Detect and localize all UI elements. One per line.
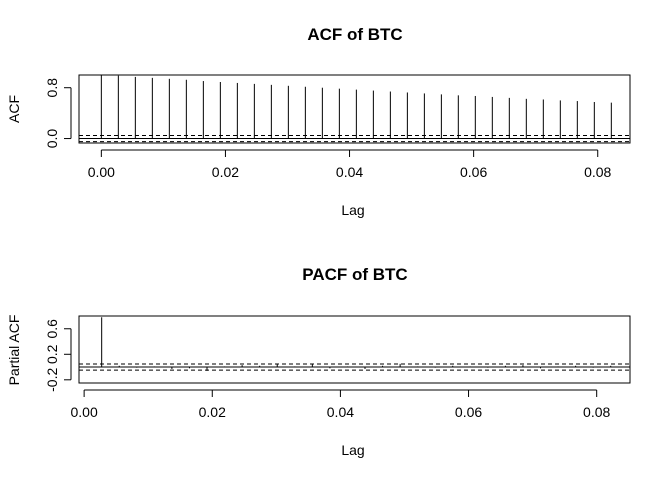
pacf-y-tick-label: 0.6 <box>44 319 60 339</box>
acf-y-tick-label: 0.8 <box>44 78 60 98</box>
pacf-x-tick-label: 0.04 <box>327 404 354 420</box>
acf-x-tick-label: 0.08 <box>584 164 611 180</box>
acf-x-tick-label: 0.06 <box>460 164 487 180</box>
pacf-panel: PACF of BTC Lag Partial ACF 0.00 0.02 0.04… <box>6 265 631 458</box>
pacf-y-tick-label: -0.2 <box>44 368 60 392</box>
acf-x-tick-label: 0.04 <box>336 164 363 180</box>
acf-x-tick-label: 0.02 <box>212 164 239 180</box>
acf-title: ACF of BTC <box>307 25 402 44</box>
acf-y-tick-label: 0.0 <box>44 129 60 149</box>
acf-panel: ACF of BTC Lag ACF 0.00 0.02 0.04 0.06 0.080… <box>6 25 631 218</box>
acf-x-tick-label: 0.00 <box>88 164 115 180</box>
pacf-y-tick-label: 0.2 <box>44 344 60 364</box>
pacf-x-tick-label: 0.08 <box>583 404 610 420</box>
pacf-y-axis-label: Partial ACF <box>6 315 22 386</box>
pacf-x-tick-label: 0.00 <box>71 404 98 420</box>
pacf-x-tick-label: 0.06 <box>455 404 482 420</box>
pacf-title: PACF of BTC <box>302 265 407 284</box>
pacf-marks: 0.00 0.02 0.04 0.06 0.08 -0.2 0.2 0.6 <box>44 317 630 420</box>
pacf-x-tick-label: 0.02 <box>199 404 226 420</box>
acf-plot-frame <box>78 74 631 144</box>
acf-x-axis-label: Lag <box>341 202 364 218</box>
pacf-plot-frame <box>78 315 631 384</box>
pacf-x-axis-label: Lag <box>341 442 364 458</box>
acf-marks: 0.00 0.02 0.04 0.06 0.08 0.0 0.8 <box>44 75 630 180</box>
acf-y-axis-label: ACF <box>6 95 22 123</box>
